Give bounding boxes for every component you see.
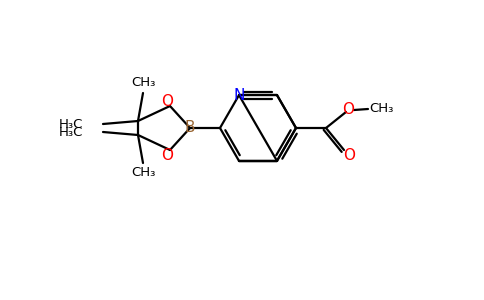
Text: CH₃: CH₃ <box>131 167 155 179</box>
Text: H₃C: H₃C <box>59 118 83 130</box>
Text: N: N <box>233 88 245 103</box>
Text: O: O <box>342 101 354 116</box>
Text: H₃C: H₃C <box>59 125 83 139</box>
Text: O: O <box>343 148 355 164</box>
Text: O: O <box>161 94 173 109</box>
Text: CH₃: CH₃ <box>369 103 393 116</box>
Text: B: B <box>185 121 195 136</box>
Text: O: O <box>161 148 173 163</box>
Text: CH₃: CH₃ <box>131 76 155 89</box>
